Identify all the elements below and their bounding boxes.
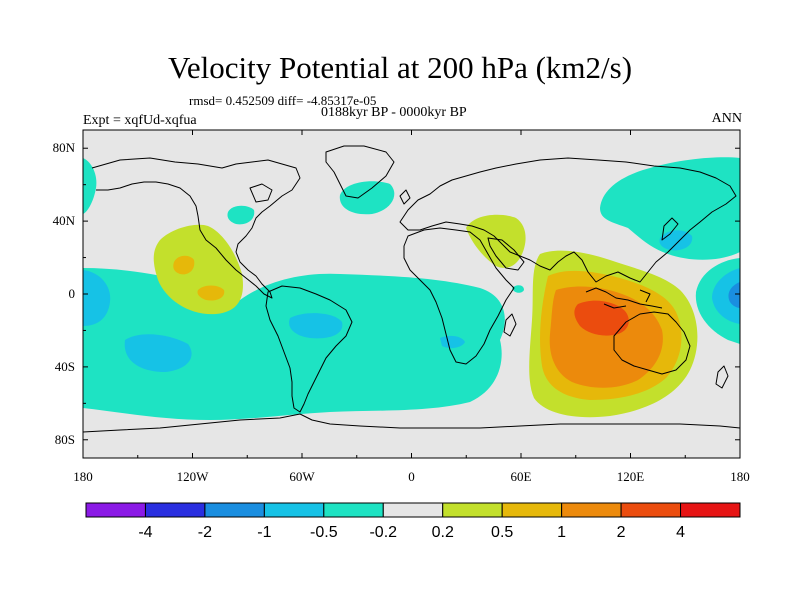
contour-negative-dateline-west-inner — [83, 270, 111, 326]
colorbar-label: -4 — [138, 524, 152, 541]
colorbar-label: 1 — [557, 524, 566, 541]
contour-negative-africa-core — [440, 335, 465, 349]
contour-positive-indo-pacific-2 — [574, 300, 629, 336]
x-tick-label: 180 — [73, 469, 93, 484]
coastline-indonesia — [585, 287, 663, 309]
coastline-arabia — [487, 237, 525, 271]
colorbar-swatch — [382, 502, 444, 518]
y-tick-label: 0 — [69, 286, 76, 301]
y-tick-label: 40N — [53, 213, 76, 228]
contour-fields — [83, 157, 740, 420]
colorbar-swatch — [263, 502, 325, 518]
period-text: 0188kyr BP - 0000kyr BP — [321, 105, 467, 120]
coastline-new-zealand — [715, 365, 729, 389]
colorbar-swatch — [442, 502, 503, 518]
contour-positive-e-pacific-core-s — [197, 285, 225, 301]
colorbar-swatch — [204, 502, 265, 518]
contour-positive-e-pacific-core-n — [173, 255, 195, 275]
y-tick-label: 80N — [53, 140, 76, 155]
contour-negative-pacific-core — [124, 334, 192, 372]
x-axis: 180 120W 60W 0 60E 120E 180 — [73, 130, 750, 484]
coastline-eurasia — [399, 157, 737, 283]
coastline-south-america — [265, 285, 353, 413]
contour-negative-dateline-east-mid — [712, 268, 740, 324]
colorbar-label: -2 — [198, 524, 212, 541]
colorbar-label: 2 — [617, 524, 626, 541]
colorbar-swatch — [85, 502, 146, 518]
coastline-antarctica — [83, 413, 740, 433]
plot-title: Velocity Potential at 200 hPa (km2/s) — [167, 50, 633, 85]
contour-positive-horn-africa — [512, 285, 524, 293]
contour-negative-dateline-east-core — [728, 282, 740, 308]
colorbar-label: -1 — [257, 524, 271, 541]
colorbar-swatch — [144, 502, 206, 518]
colorbar-swatch — [561, 502, 622, 518]
colorbar-swatch — [680, 502, 741, 518]
colorbar: -4 -2 -1 -0.5 -0.2 0.2 0.5 1 2 4 — [85, 502, 741, 541]
coastline-madagascar — [503, 313, 517, 337]
stats-text: rmsd= 0.452509 diff= -4.85317e-05 — [189, 93, 377, 108]
season-text: ANN — [711, 111, 742, 126]
y-axis: 80N 40N 0 40S 80S — [53, 140, 740, 447]
colorbar-label: 0.2 — [432, 524, 454, 541]
colorbar-label: -0.2 — [369, 524, 397, 541]
contour-positive-middle-east — [466, 214, 526, 268]
experiment-text: Expt = xqfUd-xqfua — [83, 113, 197, 128]
colorbar-label: -0.5 — [310, 524, 338, 541]
coastline-north-america — [91, 157, 301, 299]
contour-negative-n-pacific — [227, 205, 255, 225]
contour-negative-atlantic-core — [289, 313, 343, 339]
coastline-british-isles — [399, 189, 411, 205]
x-tick-label: 60W — [289, 469, 315, 484]
contour-negative-nw-edge — [83, 158, 97, 214]
x-tick-label: 120W — [177, 469, 210, 484]
x-tick-label: 0 — [408, 469, 415, 484]
coastlines — [83, 145, 740, 433]
coastline-australia — [613, 311, 691, 375]
contour-negative-n-atlantic — [339, 181, 395, 215]
map-area — [83, 130, 740, 458]
x-tick-label: 120E — [617, 469, 645, 484]
x-tick-label: 180 — [730, 469, 750, 484]
coastline-africa — [403, 227, 515, 365]
y-tick-label: 80S — [55, 432, 75, 447]
colorbar-label: 0.5 — [491, 524, 513, 541]
colorbar-swatch — [323, 502, 384, 518]
coastline-japan — [661, 217, 679, 241]
colorbar-label: 4 — [676, 524, 685, 541]
x-tick-label: 60E — [511, 469, 532, 484]
colorbar-swatch — [620, 502, 682, 518]
contour-negative-ne-asia — [600, 157, 740, 260]
y-tick-label: 40S — [55, 359, 75, 374]
colorbar-swatch — [501, 502, 563, 518]
coastline-greenland — [325, 145, 395, 199]
coastline-hudson-bay — [249, 183, 273, 203]
